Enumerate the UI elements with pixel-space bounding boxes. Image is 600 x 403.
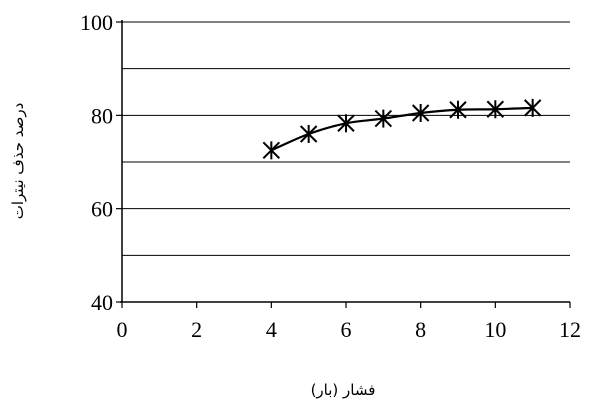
y-tick-label-80: 80 [91,103,113,128]
data-point-marker-4 [262,141,281,160]
data-point-marker-10 [486,100,505,119]
y-tick-label-100: 100 [80,10,113,35]
y-tick-label-40: 40 [91,290,113,315]
x-tick-label-10: 10 [484,317,506,342]
data-point-marker-9 [449,100,467,119]
series-line-0 [270,106,533,152]
data-point-marker-8 [411,104,430,122]
x-tick-label-12: 12 [559,317,581,342]
data-point-marker-6 [337,114,355,133]
x-axis-title: فشار (بار) [311,381,376,399]
data-point-marker-11 [523,98,542,117]
x-tick-label-6: 6 [341,317,352,342]
x-tick-label-8: 8 [415,317,426,342]
y-tick-label-60: 60 [91,197,113,222]
x-tick-label-0: 0 [117,317,128,342]
data-point-marker-7 [374,109,393,128]
grid-layer [122,21,570,256]
x-tick-label-4: 4 [266,317,277,342]
tick-label-layer: 40 60 80 100 0 2 4 6 8 10 12 [80,10,581,342]
data-point-marker-5 [299,125,318,143]
series-layer [262,98,542,160]
axis-layer [116,20,571,308]
x-tick-label-2: 2 [191,317,202,342]
y-axis-title: درصد حذف نیترات [9,103,27,220]
